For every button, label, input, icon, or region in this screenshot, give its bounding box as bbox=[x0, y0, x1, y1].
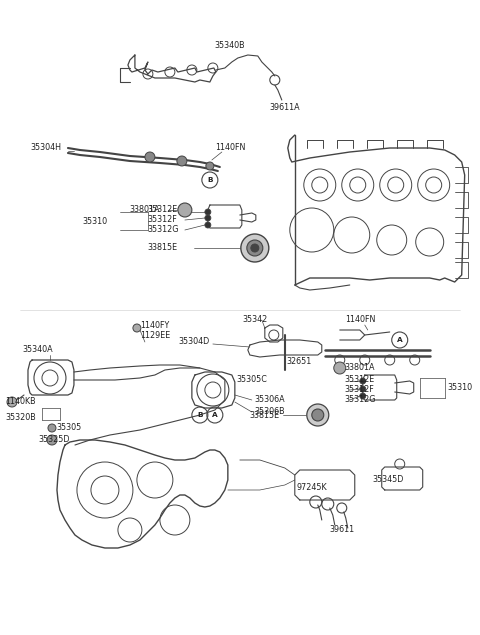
Text: 35325D: 35325D bbox=[38, 436, 70, 444]
Text: 35312F: 35312F bbox=[345, 385, 374, 394]
Text: A: A bbox=[397, 337, 403, 343]
Text: 35310: 35310 bbox=[448, 384, 473, 392]
Text: 35340A: 35340A bbox=[23, 345, 53, 354]
Text: B: B bbox=[197, 412, 203, 418]
Text: 33815E: 33815E bbox=[250, 410, 280, 420]
Text: 33801A: 33801A bbox=[345, 363, 375, 373]
Circle shape bbox=[360, 393, 366, 399]
Text: B: B bbox=[207, 177, 213, 183]
Circle shape bbox=[360, 386, 366, 392]
Circle shape bbox=[133, 324, 141, 332]
Circle shape bbox=[7, 397, 17, 407]
Text: 32651: 32651 bbox=[287, 358, 312, 366]
Text: 35312F: 35312F bbox=[148, 215, 178, 225]
Text: 35304D: 35304D bbox=[179, 337, 210, 347]
Circle shape bbox=[334, 362, 346, 374]
Circle shape bbox=[47, 435, 57, 445]
Text: 35312E: 35312E bbox=[345, 375, 375, 385]
Circle shape bbox=[241, 234, 269, 262]
Text: 35306A: 35306A bbox=[255, 396, 286, 404]
Text: 1140FY: 1140FY bbox=[140, 321, 169, 330]
Circle shape bbox=[48, 424, 56, 432]
Text: 1140FN: 1140FN bbox=[215, 144, 245, 152]
Circle shape bbox=[307, 404, 329, 426]
Text: A: A bbox=[212, 412, 218, 418]
Text: 35320B: 35320B bbox=[5, 413, 36, 422]
Text: 1140FN: 1140FN bbox=[345, 316, 375, 324]
Circle shape bbox=[247, 240, 263, 256]
Text: 33815E: 33815E bbox=[148, 243, 178, 253]
Text: 35304H: 35304H bbox=[30, 144, 61, 152]
Text: 35345D: 35345D bbox=[372, 476, 403, 485]
Polygon shape bbox=[57, 440, 228, 548]
Text: 35305C: 35305C bbox=[237, 375, 268, 385]
Circle shape bbox=[360, 378, 366, 384]
Text: 39611: 39611 bbox=[330, 526, 355, 535]
Text: 39611A: 39611A bbox=[270, 104, 300, 112]
Circle shape bbox=[145, 152, 155, 162]
Text: 1129EE: 1129EE bbox=[140, 330, 170, 340]
Text: 35312G: 35312G bbox=[148, 225, 180, 234]
Polygon shape bbox=[128, 55, 216, 82]
Text: 35306B: 35306B bbox=[255, 408, 286, 417]
Circle shape bbox=[205, 222, 211, 228]
Circle shape bbox=[205, 209, 211, 215]
Circle shape bbox=[205, 215, 211, 221]
Circle shape bbox=[178, 203, 192, 217]
Circle shape bbox=[177, 156, 187, 166]
Text: 1140KB: 1140KB bbox=[5, 398, 36, 406]
Circle shape bbox=[206, 162, 214, 170]
Text: 97245K: 97245K bbox=[297, 483, 327, 493]
Text: 35340B: 35340B bbox=[215, 41, 245, 50]
Text: 35305: 35305 bbox=[56, 424, 81, 432]
Circle shape bbox=[251, 244, 259, 252]
Circle shape bbox=[312, 409, 324, 421]
Text: 35312E: 35312E bbox=[148, 206, 178, 215]
Polygon shape bbox=[288, 135, 465, 285]
Text: 35342: 35342 bbox=[242, 316, 267, 324]
Text: 35312G: 35312G bbox=[345, 396, 376, 404]
Text: 33801A: 33801A bbox=[130, 206, 160, 215]
Text: 35310: 35310 bbox=[83, 217, 108, 225]
